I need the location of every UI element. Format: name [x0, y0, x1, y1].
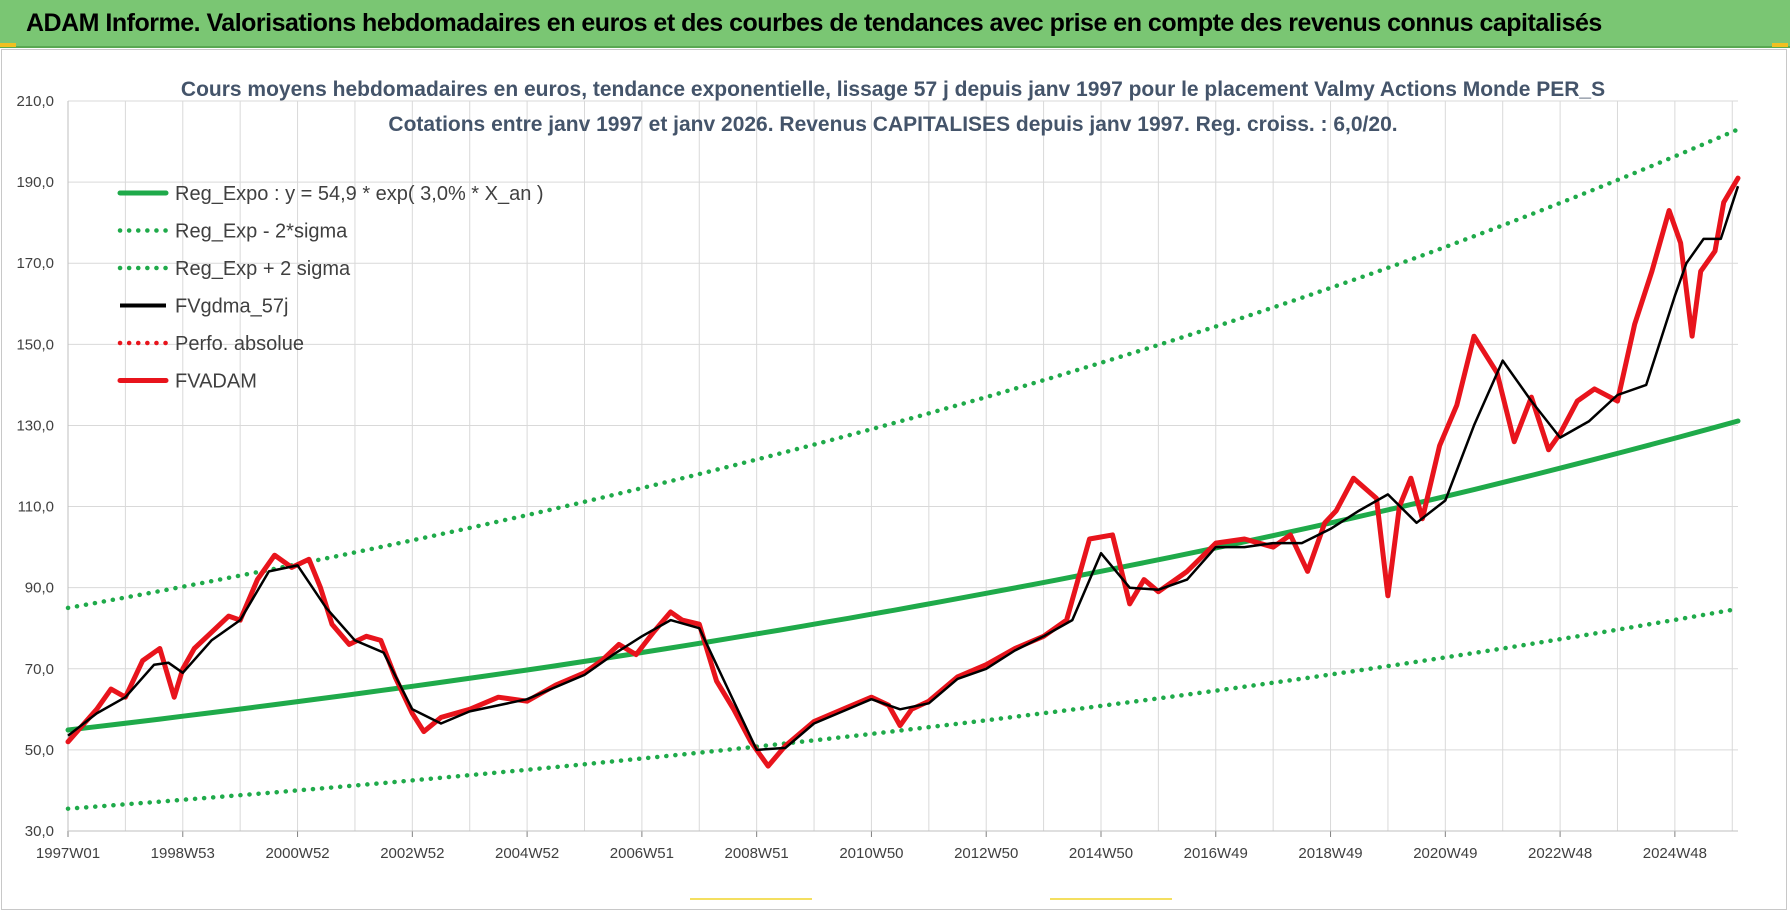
series-layer: [65, 127, 1741, 811]
bottom-accent-2: [1050, 898, 1172, 900]
x-tick-label: 2020W49: [1413, 845, 1477, 862]
x-tick-label: 2006W51: [610, 845, 674, 862]
series-line-5: [65, 175, 1741, 769]
series-line-0: [65, 418, 1741, 733]
legend-label: Perfo. absolue: [175, 333, 304, 355]
corner-mark-left: [0, 43, 16, 47]
y-tick-label: 110,0: [18, 499, 54, 516]
y-tick-label: 190,0: [16, 174, 54, 191]
chart-title: Cours moyens hebdomadaires en euros, ten…: [181, 78, 1605, 101]
chart-subtitle: Cotations entre janv 1997 et janv 2026. …: [388, 113, 1397, 136]
bottom-accent-1: [690, 898, 812, 900]
y-tick-label: 30,0: [25, 823, 54, 840]
y-tick-label: 150,0: [16, 336, 54, 353]
chart-frame: [1, 49, 1787, 910]
x-tick-label: 1997W01: [36, 845, 100, 862]
legend-label: FVADAM: [175, 371, 257, 393]
legend-label: Reg_Expo : y = 54,9 * exp( 3,0% * X_an ): [175, 183, 544, 205]
corner-mark-right: [1772, 43, 1788, 47]
x-tick-label: 2018W49: [1298, 845, 1362, 862]
report-banner: ADAM Informe. Valorisations hebdomadaire…: [0, 0, 1790, 48]
series-line-1: [65, 606, 1741, 811]
series-line-3: [67, 185, 1740, 752]
legend: Reg_Expo : y = 54,9 * exp( 3,0% * X_an )…: [117, 183, 544, 393]
legend-label: Reg_Exp + 2 sigma: [175, 258, 351, 280]
y-tick-label: 90,0: [25, 580, 54, 597]
x-tick-label: 2010W50: [839, 845, 903, 862]
y-tick-label: 50,0: [25, 742, 54, 759]
x-tick-label: 2022W48: [1528, 845, 1592, 862]
x-tick-label: 2016W49: [1184, 845, 1248, 862]
x-tick-label: 2024W48: [1643, 845, 1707, 862]
series-line-2: [65, 127, 1741, 611]
y-tick-label: 130,0: [16, 417, 54, 434]
x-tick-label: 2014W50: [1069, 845, 1133, 862]
x-tick-label: 2008W51: [725, 845, 789, 862]
x-tick-label: 1998W53: [151, 845, 215, 862]
x-tick-label: 2012W50: [954, 845, 1018, 862]
legend-label: Reg_Exp - 2*sigma: [175, 221, 348, 243]
gridlines: [68, 100, 1738, 832]
x-tick-label: 2000W52: [265, 845, 329, 862]
y-tick-label: 210,0: [16, 93, 54, 110]
x-tick-label: 2002W52: [380, 845, 444, 862]
y-tick-label: 170,0: [16, 255, 54, 272]
x-tick-label: 2004W52: [495, 845, 559, 862]
axes: 30,0 50,0 70,0 90,0 110,0 130,0 150,0 170,0 190,…: [16, 93, 1738, 862]
report-banner-title: ADAM Informe. Valorisations hebdomadaire…: [26, 9, 1602, 37]
y-tick-label: 70,0: [25, 661, 54, 678]
legend-label: FVgdma_57j: [175, 296, 288, 318]
